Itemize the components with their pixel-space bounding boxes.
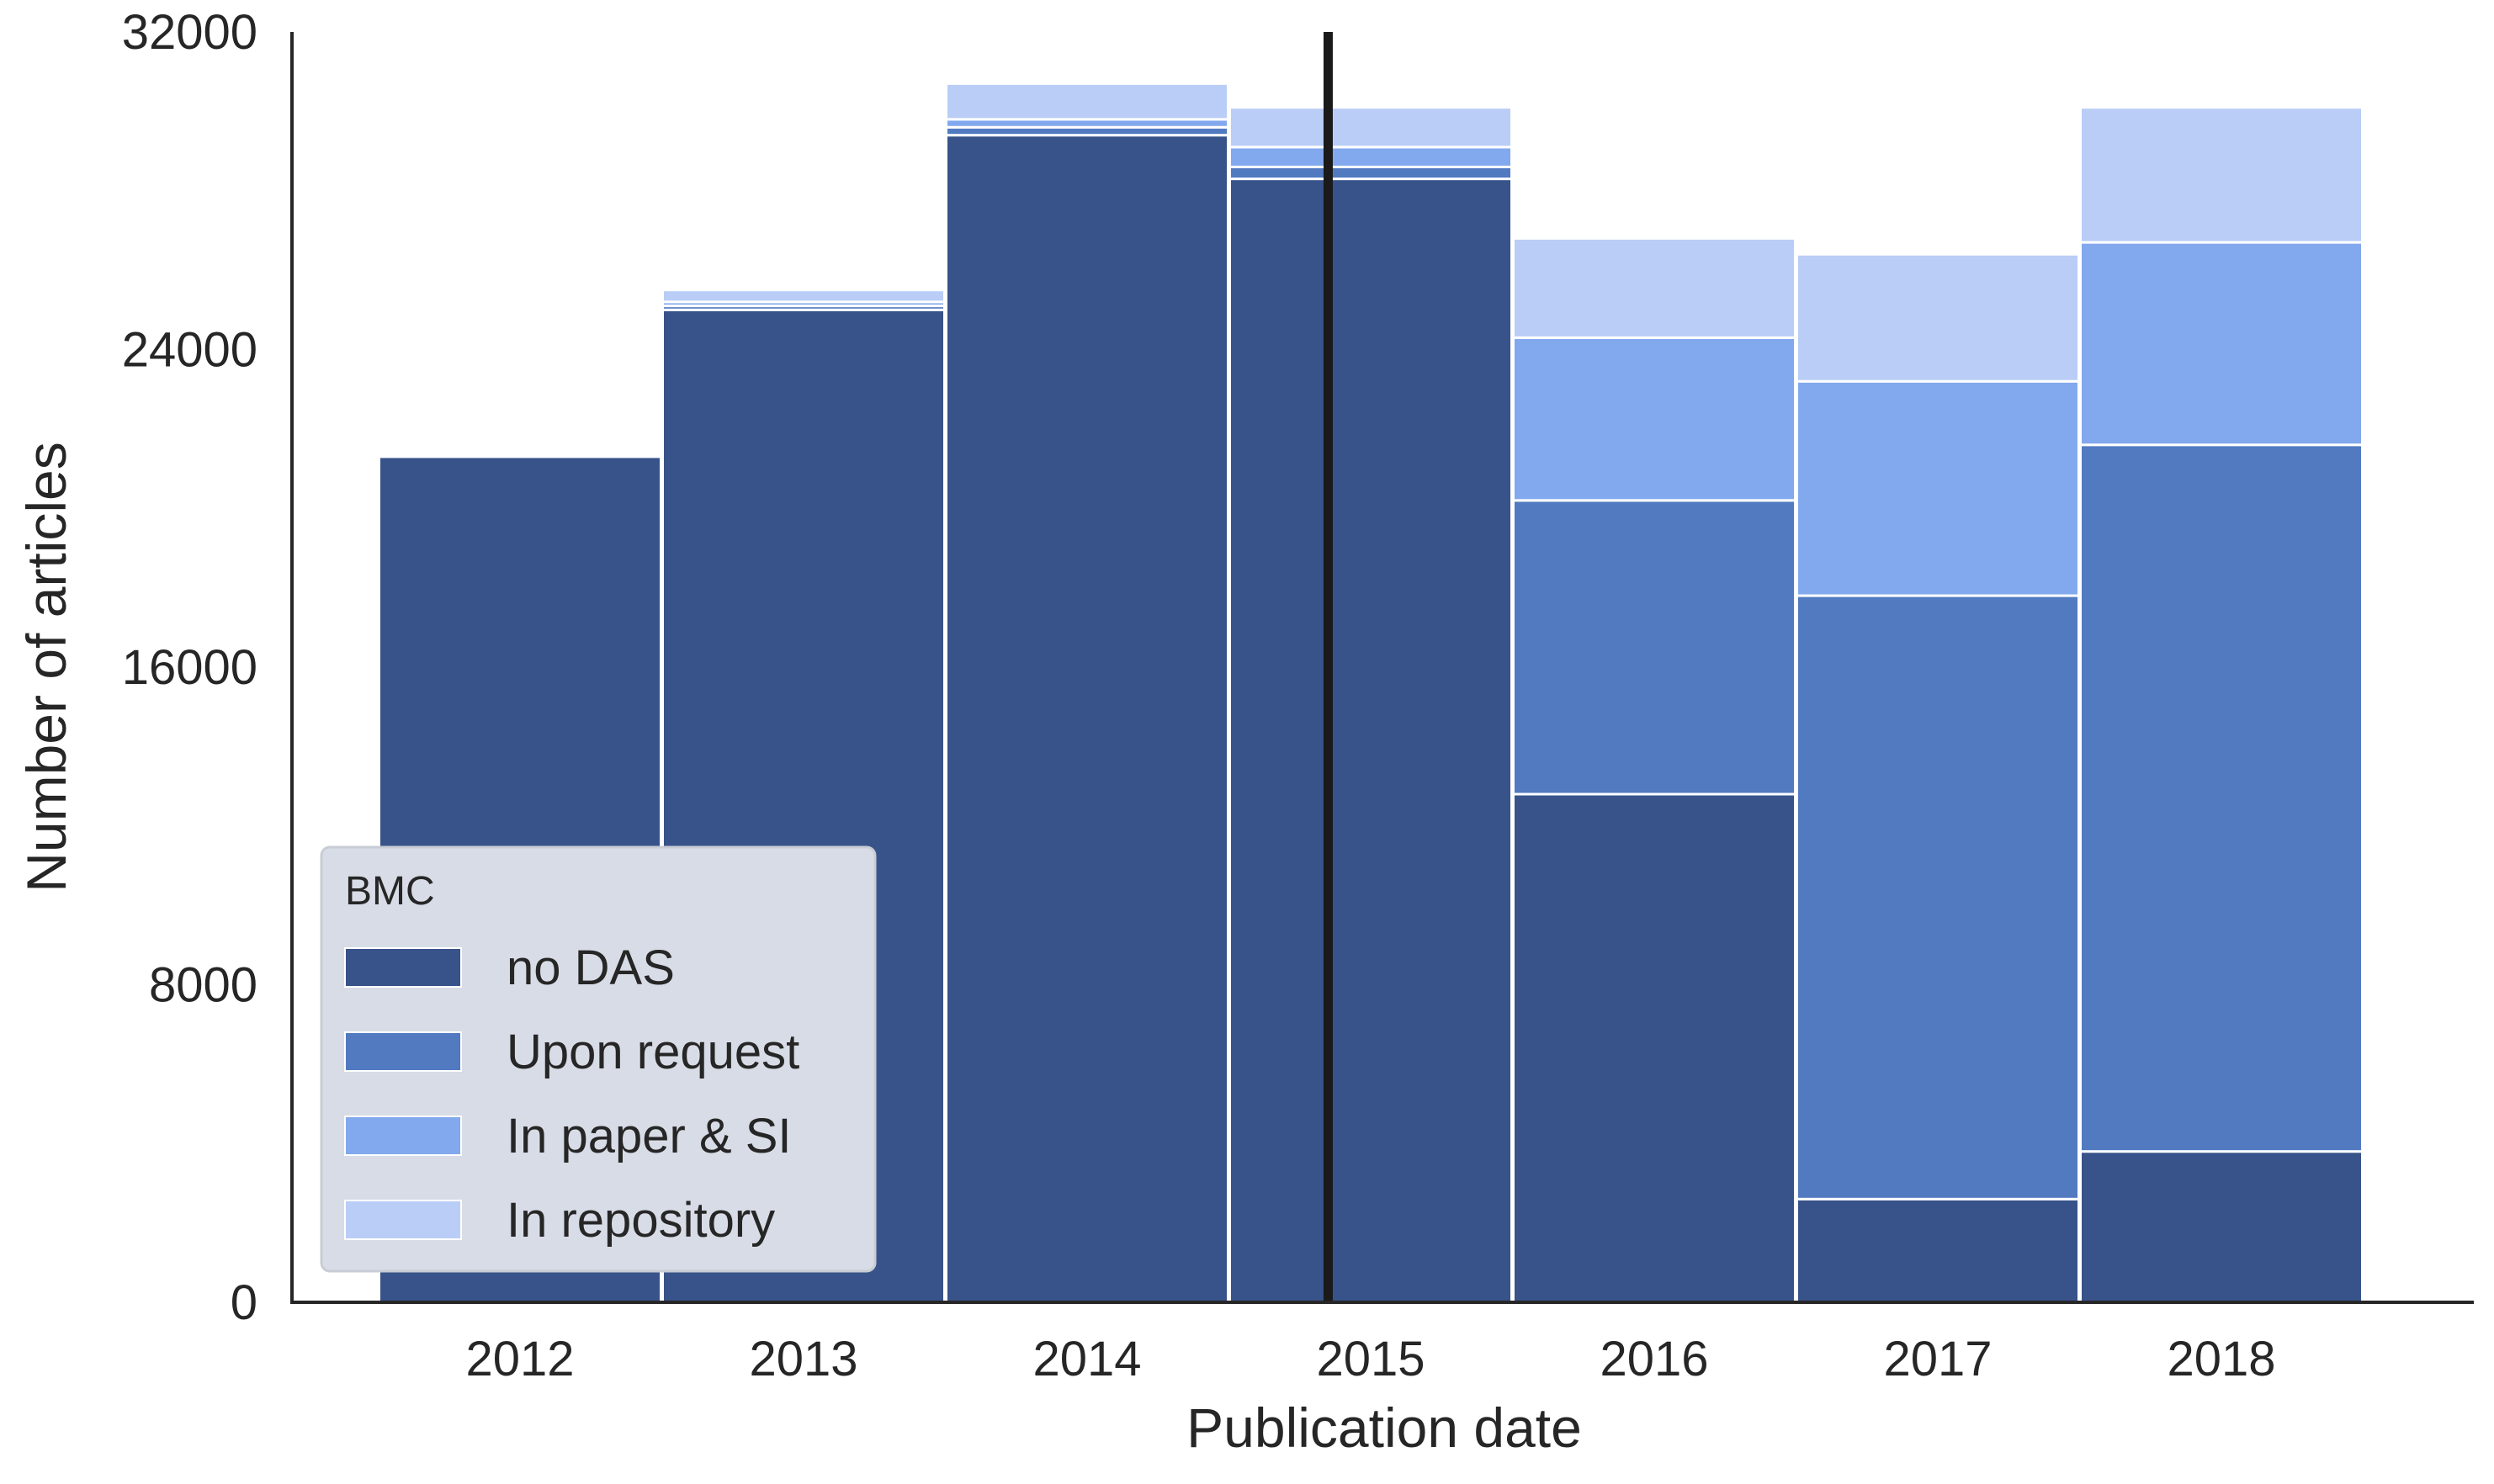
x-tick-label-2013: 2013 [749, 1332, 857, 1386]
bar-2013-series-3 [661, 289, 946, 304]
bar-2014-series-3 [945, 82, 1229, 121]
legend-label-0: no DAS [507, 941, 675, 995]
legend: BMC no DAS Upon request In paper & SI In re… [320, 845, 877, 1273]
legend-swatch-0 [344, 947, 462, 988]
bar-2016-series-3 [1512, 236, 1796, 339]
bar-2017-series-1 [1796, 594, 2080, 1200]
x-tick-label-2018: 2018 [2167, 1332, 2275, 1386]
bar-2017-series-0 [1796, 1197, 2080, 1304]
legend-swatch-1 [344, 1031, 462, 1072]
bar-2015-series-1 [1228, 165, 1513, 181]
bar-2015-series-0 [1228, 178, 1513, 1304]
x-tick-label-2015: 2015 [1316, 1332, 1425, 1386]
legend-swatch-3 [344, 1200, 462, 1240]
x-axis-label: Publication date [1186, 1397, 1582, 1459]
axes [290, 32, 2474, 1304]
x-tick-label-2014: 2014 [1032, 1332, 1141, 1386]
y-axis-label: Number of articles [15, 442, 77, 893]
bar-2018-series-2 [2079, 241, 2364, 447]
legend-title: BMC [345, 869, 435, 914]
bar-2016-series-0 [1512, 792, 1796, 1304]
bars-layer [378, 82, 2364, 1304]
bar-2014-series-0 [945, 134, 1229, 1304]
bar-2015-series-2 [1228, 146, 1513, 168]
bar-2018-series-0 [2079, 1150, 2364, 1304]
bar-2015-series-3 [1228, 106, 1513, 149]
x-tick-label-2017: 2017 [1883, 1332, 1992, 1386]
bar-2018-series-1 [2079, 443, 2364, 1153]
bar-2016-series-1 [1512, 499, 1796, 796]
y-tick-labels: 0 8000 16000 24000 32000 [122, 5, 257, 1330]
legend-label-3: In repository [507, 1193, 775, 1248]
y-tick-label-2: 16000 [122, 640, 257, 695]
bar-2016-series-2 [1512, 336, 1796, 502]
y-tick-label-4: 32000 [122, 5, 257, 60]
bar-2018-series-3 [2079, 106, 2364, 244]
x-tick-label-2012: 2012 [465, 1332, 574, 1386]
y-tick-label-1: 8000 [149, 958, 257, 1013]
legend-label-2: In paper & SI [507, 1109, 792, 1163]
bar-2017-series-3 [1796, 252, 2080, 383]
legend-label-1: Upon request [507, 1025, 799, 1079]
x-tick-labels: 2012 2013 2014 2015 2016 2017 2018 [465, 1332, 2275, 1386]
bar-2017-series-2 [1796, 379, 2080, 597]
legend-swatch-2 [344, 1116, 462, 1156]
y-tick-label-3: 24000 [122, 323, 257, 378]
legend-items: no DAS Upon request In paper & SI In reposi… [344, 941, 799, 1248]
x-tick-label-2016: 2016 [1600, 1332, 1708, 1386]
y-tick-label-0: 0 [231, 1275, 257, 1330]
